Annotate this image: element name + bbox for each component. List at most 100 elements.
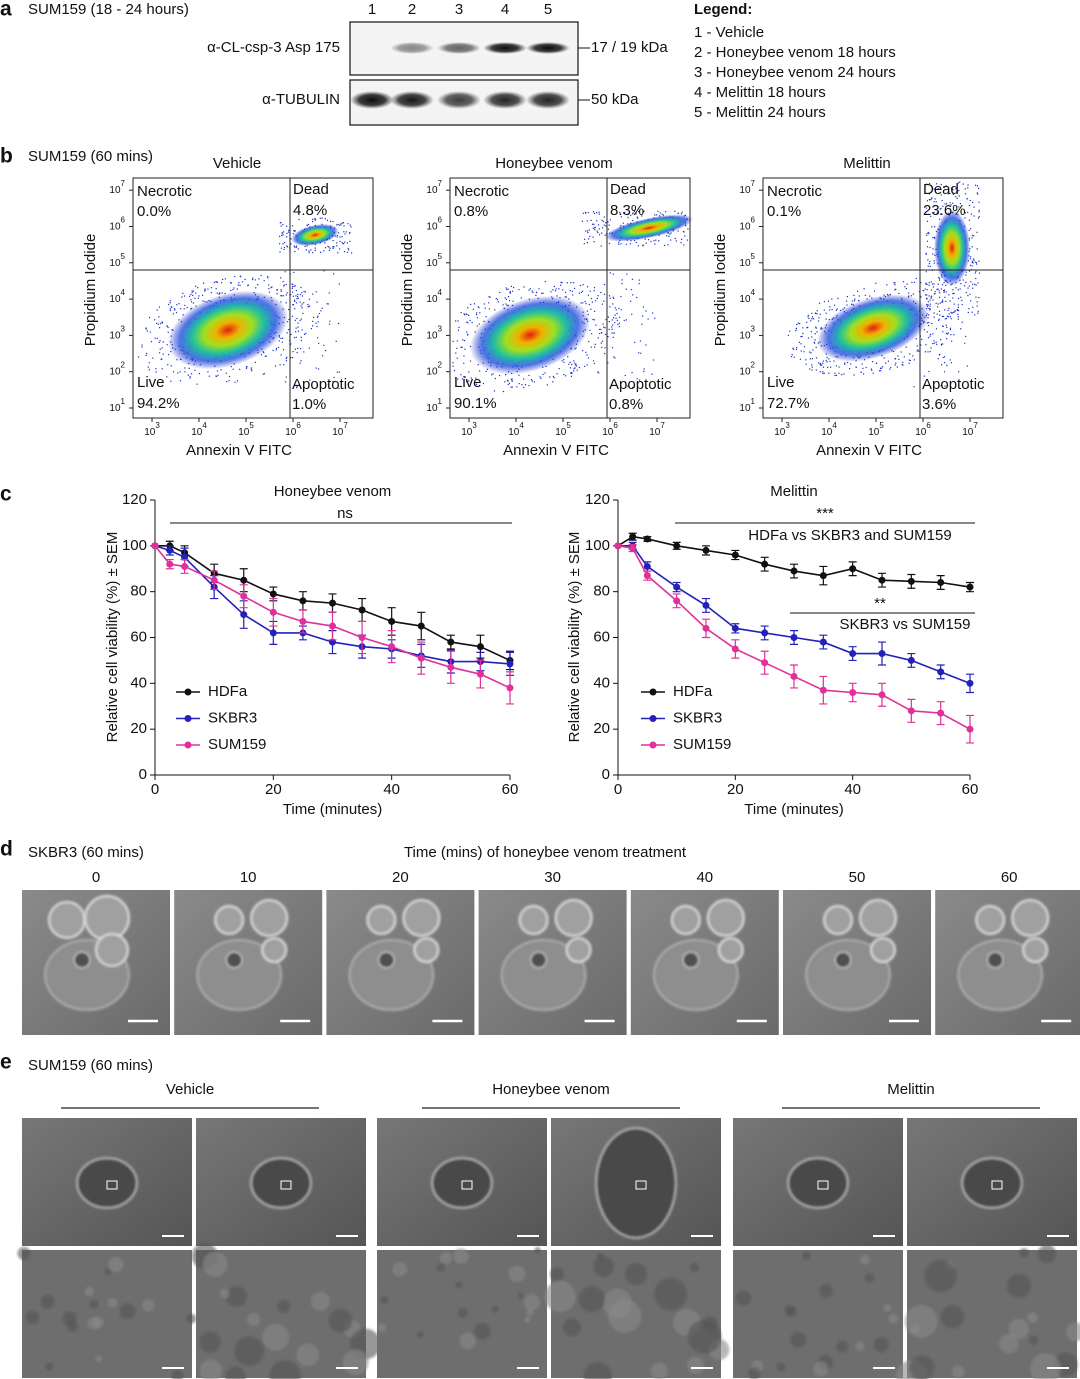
event-dot xyxy=(927,301,929,303)
event-dot xyxy=(154,337,156,339)
legend-item: 4 - Melittin 18 hours xyxy=(694,84,826,101)
event-dot xyxy=(280,289,282,291)
event-dot xyxy=(906,283,908,285)
event-dot xyxy=(920,282,922,284)
tick-exponent: 7 xyxy=(973,421,978,430)
event-dot xyxy=(941,325,944,327)
event-dot xyxy=(285,360,288,362)
event-dot xyxy=(596,297,598,300)
x-tick-label: 20 xyxy=(727,781,744,798)
event-dot xyxy=(833,304,836,306)
event-dot xyxy=(924,288,926,290)
event-dot xyxy=(873,290,876,292)
cell xyxy=(196,939,282,1011)
event-dot xyxy=(816,331,818,333)
event-dot xyxy=(967,187,969,189)
data-point xyxy=(907,656,915,664)
event-dot xyxy=(636,296,638,299)
event-dot xyxy=(267,277,269,279)
y-tick-label: 104 xyxy=(426,288,442,305)
event-dot xyxy=(885,362,887,364)
band xyxy=(437,42,481,54)
tick-base: 10 xyxy=(109,330,121,341)
event-dot xyxy=(158,341,160,344)
event-dot xyxy=(637,245,639,247)
quadrant-name: Dead xyxy=(610,181,646,198)
legend-label: SUM159 xyxy=(208,736,266,753)
sem-image xyxy=(551,1118,721,1246)
event-dot xyxy=(969,199,971,202)
event-dot xyxy=(463,339,466,342)
event-dot xyxy=(908,292,910,294)
data-point xyxy=(269,608,277,616)
data-point xyxy=(937,579,945,586)
event-dot xyxy=(585,351,587,353)
tick-exponent: 4 xyxy=(202,421,207,430)
event-dot xyxy=(326,303,328,305)
texture xyxy=(1037,1244,1057,1264)
event-dot xyxy=(614,314,616,316)
event-dot xyxy=(601,340,604,342)
event-dot xyxy=(854,300,856,302)
event-dot xyxy=(940,339,942,341)
event-dot xyxy=(976,185,979,187)
data-point xyxy=(329,622,336,630)
event-dot xyxy=(458,326,460,329)
event-dot xyxy=(511,380,513,382)
band xyxy=(526,91,570,109)
plot-frame xyxy=(449,177,691,419)
event-dot xyxy=(924,351,927,353)
event-dot xyxy=(620,243,622,245)
event-dot xyxy=(955,188,957,190)
event-dot xyxy=(618,243,620,245)
event-dot xyxy=(971,246,973,248)
event-dot xyxy=(485,316,487,318)
event-dot xyxy=(807,316,809,318)
event-dot xyxy=(846,304,848,306)
tick-exponent: 2 xyxy=(121,361,126,370)
annotation: ** xyxy=(874,595,886,612)
event-dot xyxy=(195,285,197,287)
texture xyxy=(687,1356,705,1374)
legend-label: SUM159 xyxy=(673,736,731,753)
legend-title: Legend: xyxy=(694,1,752,18)
event-dot xyxy=(925,344,927,346)
event-dot xyxy=(926,305,929,308)
tick-base: 10 xyxy=(191,427,203,438)
tick-exponent: 5 xyxy=(249,421,254,430)
event-dot xyxy=(554,290,557,292)
event-dot xyxy=(538,288,540,290)
event-dot xyxy=(928,231,930,234)
event-dot xyxy=(272,349,274,352)
event-dot xyxy=(962,183,964,185)
event-dot xyxy=(590,219,592,221)
event-dot xyxy=(943,371,946,373)
event-dot xyxy=(573,367,575,370)
event-dot xyxy=(945,203,948,205)
event-dot xyxy=(552,375,555,378)
event-dot xyxy=(202,294,204,296)
event-dot xyxy=(940,384,942,387)
event-dot xyxy=(946,364,948,367)
event-dot xyxy=(827,300,830,302)
event-dot xyxy=(282,234,284,236)
event-dot xyxy=(613,297,615,299)
event-dot xyxy=(586,220,588,222)
event-dot xyxy=(277,346,280,349)
y-axis-label: Relative cell viability (%) ± SEM xyxy=(104,532,121,743)
y-tick-label: 104 xyxy=(739,288,755,305)
series-line xyxy=(617,535,971,588)
event-dot xyxy=(643,210,645,212)
density xyxy=(469,295,591,375)
event-dot xyxy=(145,327,147,329)
event-dot xyxy=(159,323,162,325)
event-dot xyxy=(594,310,596,312)
event-dot xyxy=(217,374,219,376)
texture xyxy=(508,1265,526,1283)
texture xyxy=(534,1246,541,1254)
y-tick-label: 106 xyxy=(739,216,755,233)
event-dot xyxy=(629,243,631,245)
tick-base: 10 xyxy=(426,257,438,268)
event-dot xyxy=(586,286,589,288)
event-dot xyxy=(651,373,653,375)
